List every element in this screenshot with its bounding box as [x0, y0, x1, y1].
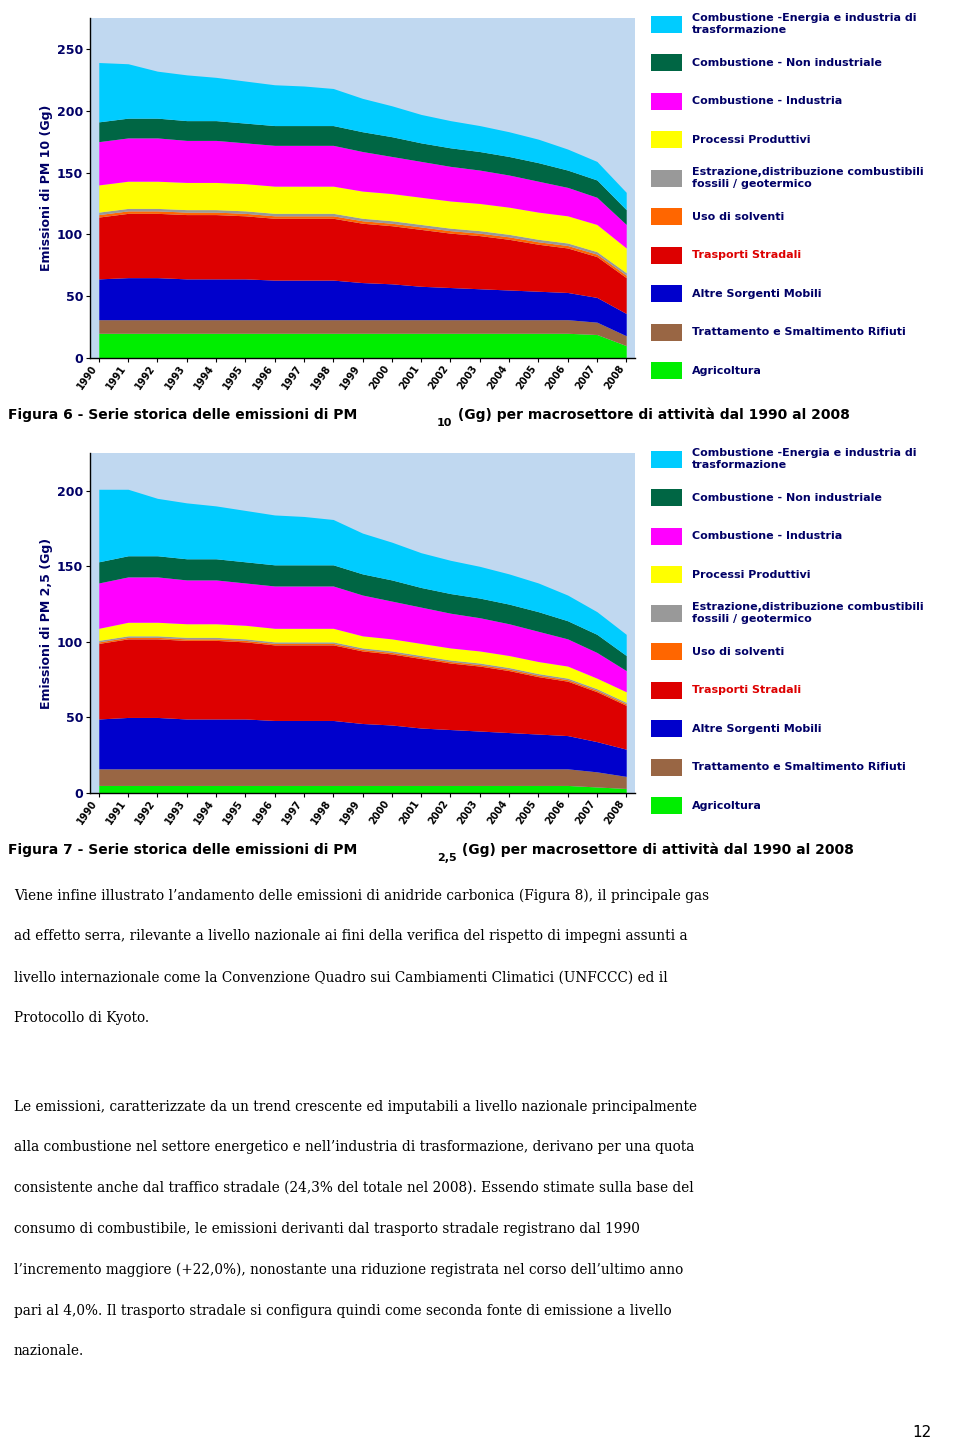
- Bar: [651, 54, 683, 71]
- Bar: [651, 324, 683, 341]
- Text: Trasporti Stradali: Trasporti Stradali: [691, 685, 801, 696]
- Text: Combustione - Non industriale: Combustione - Non industriale: [691, 492, 881, 502]
- Text: l’incremento maggiore (+22,0%), nonostante una riduzione registrata nel corso de: l’incremento maggiore (+22,0%), nonostan…: [14, 1263, 684, 1278]
- Text: Agricoltura: Agricoltura: [691, 366, 761, 376]
- Bar: [651, 208, 683, 225]
- Text: ad effetto serra, rilevante a livello nazionale ai fini della verifica del rispe: ad effetto serra, rilevante a livello na…: [14, 929, 687, 944]
- Y-axis label: Emissioni di PM 10 (Gg): Emissioni di PM 10 (Gg): [39, 105, 53, 272]
- Bar: [651, 643, 683, 661]
- Text: Le emissioni, caratterizzate da un trend crescente ed imputabili a livello nazio: Le emissioni, caratterizzate da un trend…: [14, 1099, 697, 1114]
- Bar: [651, 93, 683, 110]
- Text: Uso di solventi: Uso di solventi: [691, 646, 783, 656]
- Bar: [651, 170, 683, 187]
- Text: Trattamento e Smaltimento Rifiuti: Trattamento e Smaltimento Rifiuti: [691, 762, 905, 772]
- Bar: [651, 681, 683, 698]
- Bar: [651, 720, 683, 738]
- Bar: [651, 527, 683, 544]
- Text: Figura 7 - Serie storica delle emissioni di PM: Figura 7 - Serie storica delle emissioni…: [8, 844, 357, 857]
- Text: nazionale.: nazionale.: [14, 1345, 84, 1359]
- Text: 12: 12: [912, 1424, 931, 1440]
- Bar: [651, 566, 683, 584]
- Text: Combustione - Non industriale: Combustione - Non industriale: [691, 58, 881, 68]
- Text: Combustione - Industria: Combustione - Industria: [691, 96, 842, 106]
- Bar: [651, 285, 683, 302]
- Text: livello internazionale come la Convenzione Quadro sui Cambiamenti Climatici (UNF: livello internazionale come la Convenzio…: [14, 970, 668, 984]
- Bar: [651, 362, 683, 379]
- Text: consistente anche dal traffico stradale (24,3% del totale nel 2008). Essendo sti: consistente anche dal traffico stradale …: [14, 1180, 694, 1195]
- Text: Figura 6 - Serie storica delle emissioni di PM: Figura 6 - Serie storica delle emissioni…: [8, 408, 357, 423]
- Text: Combustione -Energia e industria di
trasformazione: Combustione -Energia e industria di tras…: [691, 13, 916, 35]
- Bar: [651, 489, 683, 507]
- Text: Estrazione,distribuzione combustibili
fossili / geotermico: Estrazione,distribuzione combustibili fo…: [691, 603, 924, 624]
- Y-axis label: Emissioni di PM 2,5 (Gg): Emissioni di PM 2,5 (Gg): [39, 537, 53, 709]
- Text: Processi Produttivi: Processi Produttivi: [691, 569, 810, 579]
- Bar: [651, 797, 683, 815]
- Bar: [651, 758, 683, 775]
- Bar: [651, 450, 683, 468]
- Text: Combustione -Energia e industria di
trasformazione: Combustione -Energia e industria di tras…: [691, 449, 916, 470]
- Text: Trattamento e Smaltimento Rifiuti: Trattamento e Smaltimento Rifiuti: [691, 327, 905, 337]
- Text: Altre Sorgenti Mobili: Altre Sorgenti Mobili: [691, 289, 821, 299]
- Text: 10: 10: [437, 418, 452, 428]
- Text: (Gg) per macrosettore di attività dal 1990 al 2008: (Gg) per macrosettore di attività dal 19…: [453, 408, 850, 423]
- Text: (Gg) per macrosettore di attività dal 1990 al 2008: (Gg) per macrosettore di attività dal 19…: [457, 842, 853, 857]
- Bar: [651, 247, 683, 264]
- Text: pari al 4,0%. Il trasporto stradale si configura quindi come seconda fonte di em: pari al 4,0%. Il trasporto stradale si c…: [14, 1304, 672, 1317]
- Text: Agricoltura: Agricoltura: [691, 800, 761, 810]
- Bar: [651, 16, 683, 33]
- Text: 2,5: 2,5: [437, 852, 456, 862]
- Text: Viene infine illustrato l’andamento delle emissioni di anidride carbonica (Figur: Viene infine illustrato l’andamento dell…: [14, 889, 709, 903]
- Text: alla combustione nel settore energetico e nell’industria di trasformazione, deri: alla combustione nel settore energetico …: [14, 1140, 694, 1154]
- Bar: [651, 604, 683, 621]
- Text: Uso di solventi: Uso di solventi: [691, 212, 783, 222]
- Text: Processi Produttivi: Processi Produttivi: [691, 135, 810, 145]
- Text: Protocollo di Kyoto.: Protocollo di Kyoto.: [14, 1011, 149, 1025]
- Text: Altre Sorgenti Mobili: Altre Sorgenti Mobili: [691, 723, 821, 733]
- Text: consumo di combustibile, le emissioni derivanti dal trasporto stradale registran: consumo di combustibile, le emissioni de…: [14, 1223, 640, 1236]
- Text: Trasporti Stradali: Trasporti Stradali: [691, 250, 801, 260]
- Text: Combustione - Industria: Combustione - Industria: [691, 531, 842, 542]
- Bar: [651, 131, 683, 148]
- Text: Estrazione,distribuzione combustibili
fossili / geotermico: Estrazione,distribuzione combustibili fo…: [691, 167, 924, 189]
